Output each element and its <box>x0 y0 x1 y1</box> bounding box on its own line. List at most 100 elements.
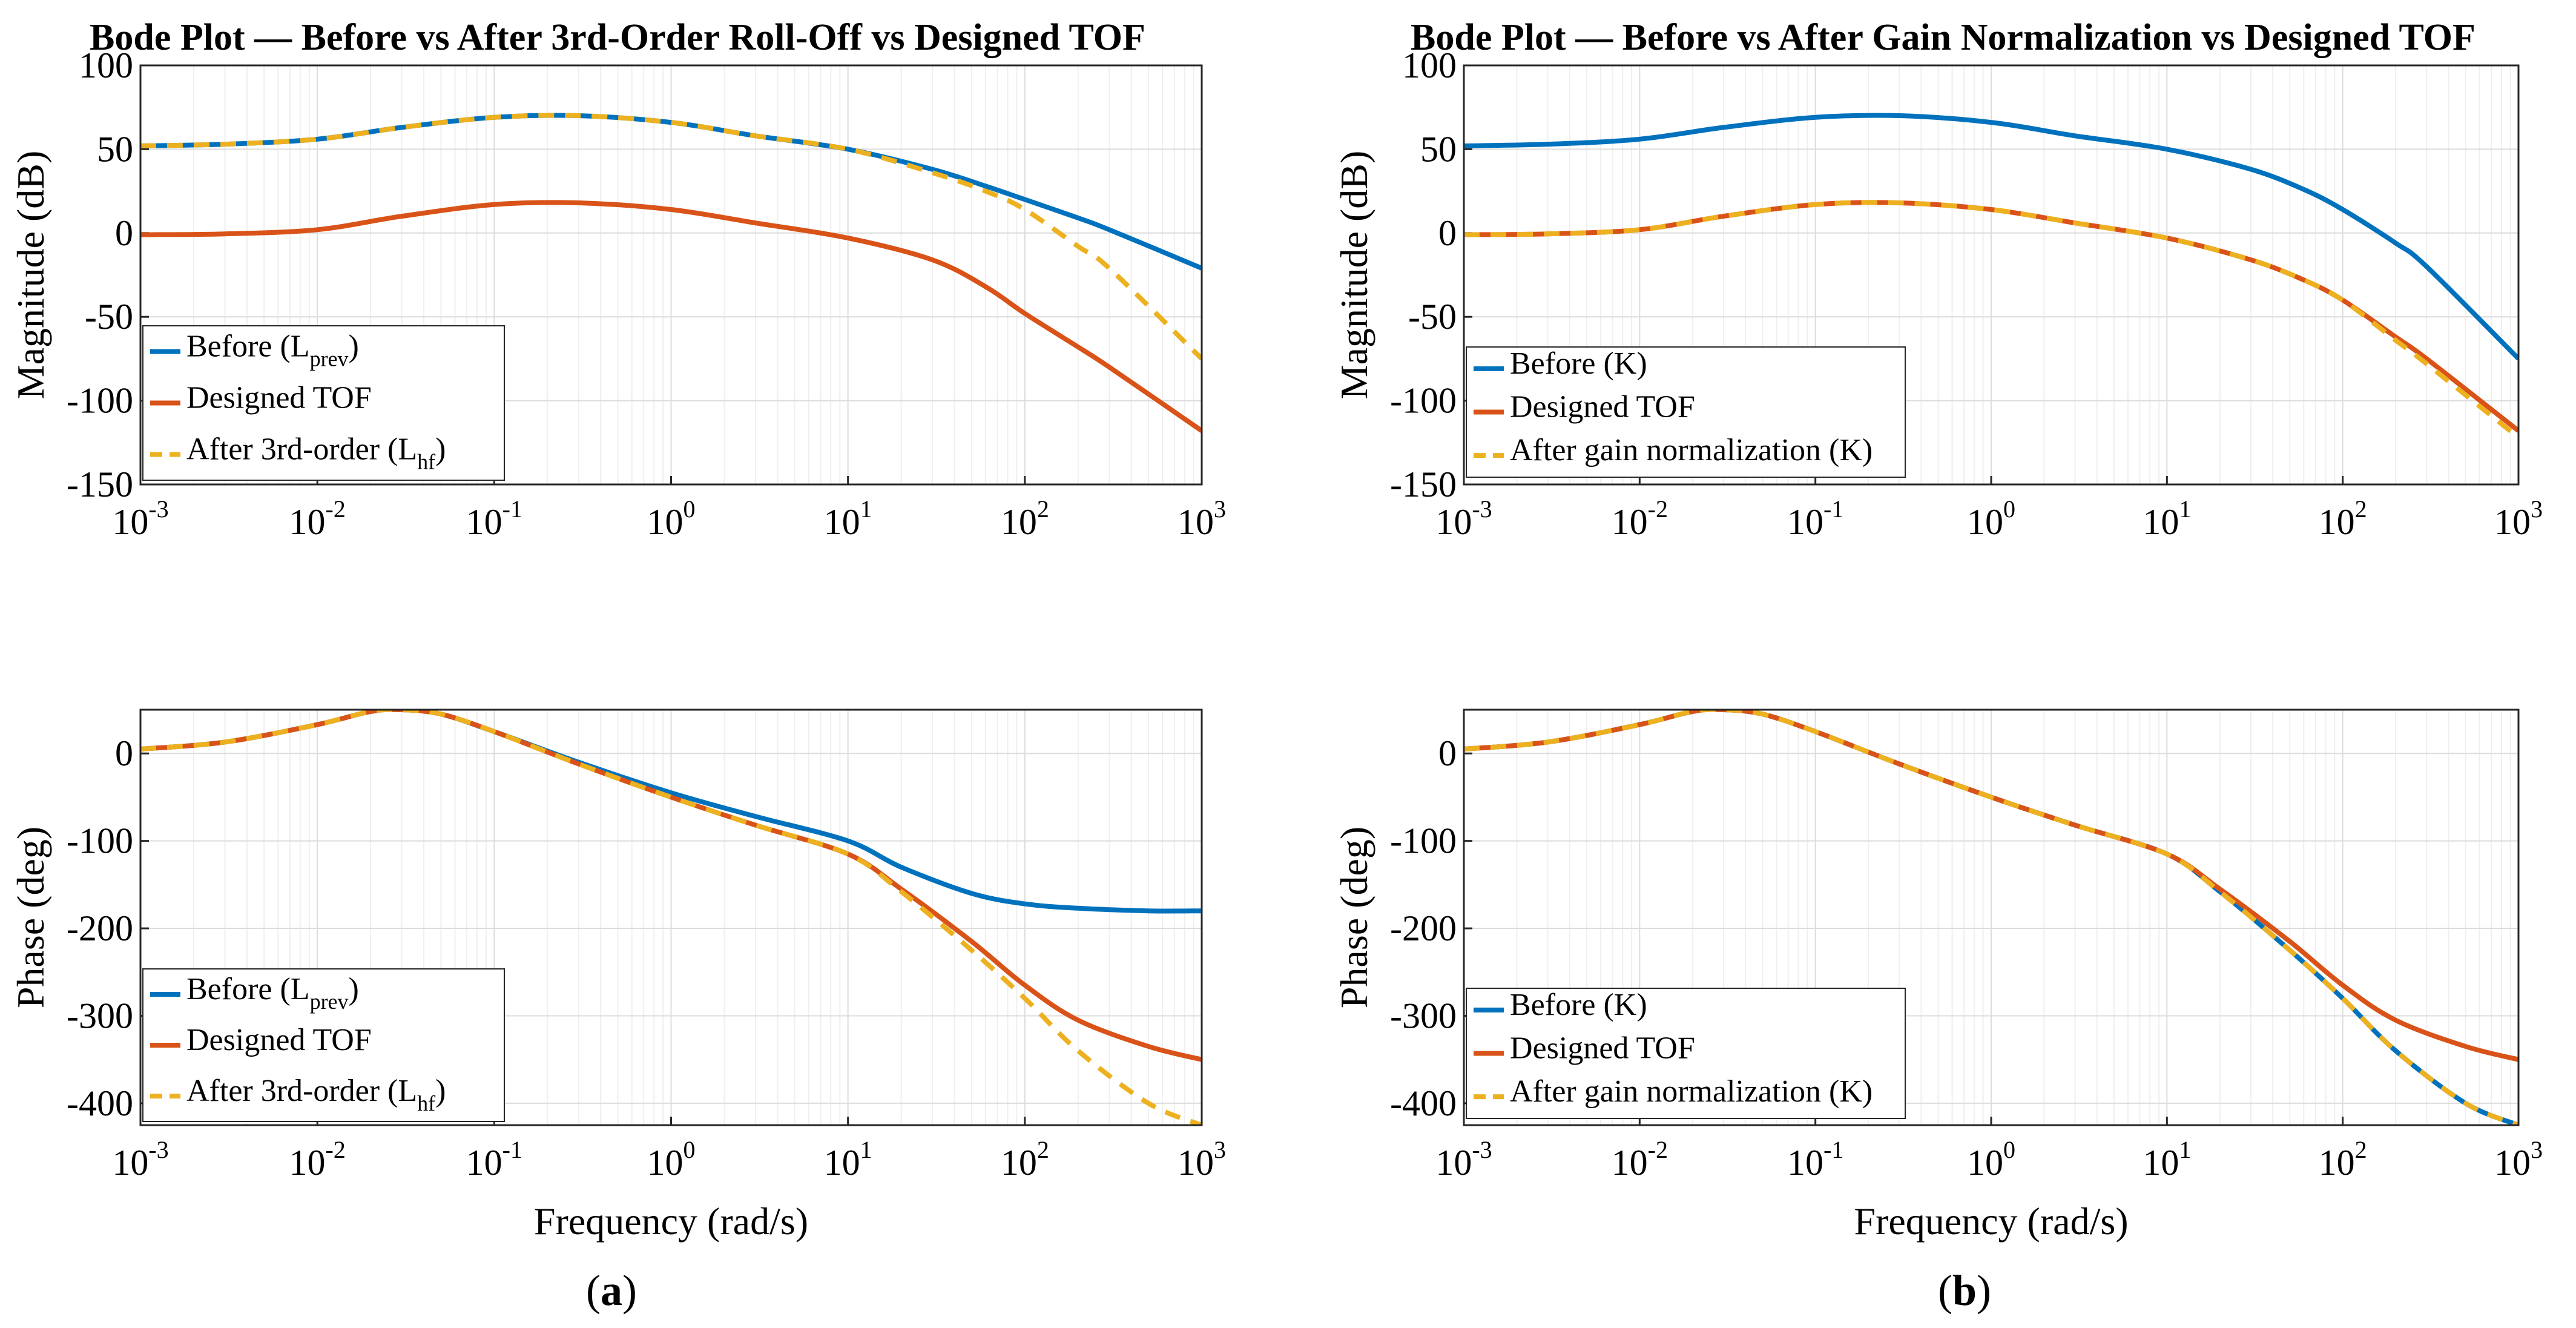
x-tick-base: 10 <box>2319 1143 2355 1183</box>
x-tick-exponent: -1 <box>1823 495 1843 523</box>
x-tick-base: 10 <box>289 1143 326 1183</box>
x-tick-exponent: -1 <box>502 1136 522 1163</box>
panel-b-phase: 10-3 10-2 10-1 100 101 102 1030-100-200-300-40… <box>1332 709 2543 1243</box>
x-tick-label: 10-3 <box>112 495 168 542</box>
x-tick-base: 10 <box>1787 1143 1823 1183</box>
y-tick-label: 100 <box>1402 45 1457 85</box>
x-tick-exponent: -2 <box>1648 495 1668 523</box>
x-tick-label: 101 <box>2143 495 2191 542</box>
x-tick-label: 10-2 <box>289 495 346 542</box>
legend-label-2: Designed TOF <box>1510 1031 1695 1066</box>
caption-a-letter: a <box>601 1266 622 1315</box>
legend-label-main: Designed TOF <box>186 1023 372 1057</box>
x-tick-label: 100 <box>647 1136 696 1183</box>
x-tick-label: 103 <box>2494 495 2543 542</box>
x-tick-base: 10 <box>1612 1143 1648 1183</box>
x-tick-label: 101 <box>2143 1136 2191 1183</box>
x-tick-exponent: -3 <box>1472 1136 1492 1163</box>
legend: Before (K) Designed TOF After gain normali… <box>1466 346 1906 478</box>
series-group <box>140 113 1202 433</box>
legend-label-3: After gain normalization (K) <box>1510 1074 1873 1109</box>
chart-title: Bode Plot — Before vs After 3rd-Order Ro… <box>90 17 1145 58</box>
axes-box <box>1463 64 2520 486</box>
x-tick-exponent: -2 <box>326 1136 346 1163</box>
legend-box <box>1466 988 1906 1119</box>
y-tick-label: 0 <box>115 733 133 773</box>
series-group <box>1464 710 2518 1125</box>
legend-label-subscript: hf <box>417 450 435 474</box>
y-tick-label: 0 <box>1438 733 1457 773</box>
y-tick-label: -100 <box>67 381 133 421</box>
x-tick-exponent: 1 <box>2179 495 2191 523</box>
x-tick-exponent: 1 <box>860 1136 872 1163</box>
legend-box <box>1466 346 1906 478</box>
y-tick-label: 0 <box>115 213 133 253</box>
x-tick-base: 10 <box>1435 1143 1472 1183</box>
x-tick-label: 10-1 <box>1787 495 1843 542</box>
y-tick-label: -400 <box>67 1083 133 1123</box>
y-tick-label: -100 <box>1390 821 1457 861</box>
legend-box <box>142 968 505 1122</box>
series-line-3 <box>140 710 1202 1125</box>
x-tick-base: 10 <box>647 1143 684 1183</box>
x-tick-base: 10 <box>1967 502 2003 542</box>
legend-label-2: Designed TOF <box>186 1023 372 1057</box>
x-tick-exponent: 0 <box>2003 1136 2015 1163</box>
x-tick-label: 103 <box>2494 1136 2543 1183</box>
legend-label-2: Designed TOF <box>186 381 372 415</box>
series-line-3 <box>1464 200 2518 440</box>
x-tick-base: 10 <box>1001 1143 1037 1183</box>
x-tick-base: 10 <box>2143 1143 2179 1183</box>
legend-label-main: Before (L <box>186 329 310 364</box>
x-tick-exponent: 2 <box>2355 495 2367 523</box>
series-line-2 <box>140 200 1202 433</box>
x-tick-exponent: -2 <box>326 495 346 523</box>
panel-a-magnitude: 10-3 10-2 10-1 100 101 102 103100500-50-100-15… <box>9 17 1226 542</box>
x-tick-exponent: -3 <box>148 1136 168 1163</box>
x-tick-label: 10-3 <box>1435 1136 1492 1183</box>
legend-label-main: After gain normalization (K) <box>1510 433 1873 467</box>
series-line-1 <box>1464 113 2518 361</box>
y-tick-label: -100 <box>67 821 133 861</box>
y-tick-label: -150 <box>67 464 133 504</box>
legend-box <box>142 325 505 481</box>
y-tick-label: 0 <box>1438 213 1457 253</box>
legend: Before (Lprev) Designed TOF After 3rd-orde… <box>142 968 505 1122</box>
x-tick-base: 10 <box>2143 502 2179 542</box>
panel-a-phase: 10-3 10-2 10-1 100 101 102 1030-100-200-300-40… <box>9 709 1226 1243</box>
caption-a: (a) <box>586 1266 637 1315</box>
legend-label-1: Before (K) <box>1510 988 1647 1022</box>
x-tick-base: 10 <box>1001 502 1037 542</box>
y-tick-label: -150 <box>1390 464 1457 504</box>
x-tick-label: 10-2 <box>1612 1136 1668 1183</box>
x-tick-label: 101 <box>824 495 872 542</box>
x-tick-exponent: -3 <box>148 495 168 523</box>
caption-b: (b) <box>1938 1266 1991 1315</box>
legend-label-main: Designed TOF <box>186 381 372 415</box>
y-tick-label: -200 <box>1390 908 1457 948</box>
x-tick-base: 10 <box>289 502 326 542</box>
series-line-3 <box>1464 710 2518 1125</box>
y-tick-label: 50 <box>97 129 133 169</box>
legend-label-tail: ) <box>435 432 446 467</box>
legend-label-1: Before (K) <box>1510 346 1647 381</box>
x-tick-base: 10 <box>1787 502 1823 542</box>
x-tick-label: 10-2 <box>1612 495 1668 542</box>
x-tick-exponent: 3 <box>2531 1136 2543 1163</box>
x-tick-exponent: -1 <box>502 495 522 523</box>
x-tick-base: 10 <box>466 1143 502 1183</box>
legend-label-tail: ) <box>349 329 359 364</box>
x-tick-label: 103 <box>1178 495 1226 542</box>
y-tick-label: -300 <box>1390 996 1457 1036</box>
x-tick-label: 100 <box>1967 495 2015 542</box>
x-tick-base: 10 <box>466 502 502 542</box>
x-tick-label: 100 <box>647 495 696 542</box>
x-tick-label: 10-2 <box>289 1136 346 1183</box>
x-tick-exponent: 1 <box>860 495 872 523</box>
x-tick-base: 10 <box>1178 502 1214 542</box>
legend-label-subscript: prev <box>310 989 349 1014</box>
legend-label-tail: ) <box>435 1074 446 1108</box>
x-tick-label: 102 <box>2319 495 2367 542</box>
x-tick-exponent: -3 <box>1472 495 1492 523</box>
legend-label-main: Before (K) <box>1510 346 1647 381</box>
